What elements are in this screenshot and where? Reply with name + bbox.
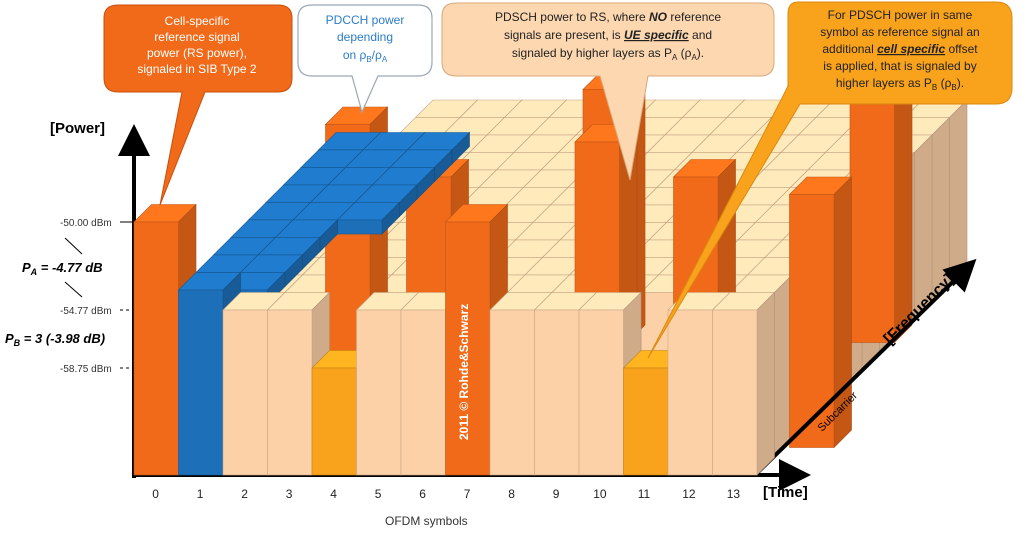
- callout-rs-line-4: signaled in SIB Type 2: [137, 62, 257, 76]
- callout-pdcch-line-1: PDCCH power: [326, 13, 405, 27]
- power-axis-label: [Power]: [50, 120, 105, 137]
- symbol-label-2: 2: [241, 487, 248, 501]
- rs-bar-back: [849, 71, 913, 344]
- level-pdsch-b: -58.75 dBm: [60, 364, 112, 375]
- callout-pdsch-pa-line-1: PDSCH power to RS, where NO reference: [495, 10, 721, 24]
- callout-pdsch-pb-line-3: additional cell specific offset: [822, 42, 978, 56]
- symbol-label-4: 4: [330, 487, 337, 501]
- callout-pdsch-pb-line-5: higher layers as PB (ρB).: [836, 76, 964, 92]
- pa-annotation: PA = -4.77 dB: [22, 260, 103, 277]
- symbol-label-12: 12: [682, 487, 696, 501]
- pb-annotation: PB = 3 (-3.98 dB): [5, 331, 105, 348]
- symbol-label-6: 6: [419, 487, 426, 501]
- symbol-label-5: 5: [375, 487, 382, 501]
- symbol-tick-labels: 0 1 2 3 4 5 6 7 8 9 10 11 12 13: [152, 487, 740, 501]
- callout-pdsch-pb-line-1: For PDSCH power in same: [828, 8, 973, 22]
- frequency-axis: [753, 258, 977, 477]
- rs-bar-back: [788, 176, 853, 449]
- callout-rs-line-2: reference signal: [154, 30, 239, 44]
- symbol-label-11: 11: [638, 487, 651, 501]
- symbol-label-3: 3: [286, 487, 293, 501]
- front-bars: [133, 203, 776, 476]
- pdsch-bar-symbol-13: [711, 291, 776, 476]
- callout-pdcch-line-2: depending: [337, 30, 393, 44]
- callout-rs-line-3: power (RS power),: [147, 46, 247, 60]
- pdcch-block: [336, 201, 401, 235]
- time-axis-label: [Time]: [763, 484, 808, 501]
- callout-pdsch-pa-line-2: signals are present, is UE specific and: [504, 28, 712, 42]
- symbol-label-1: 1: [197, 487, 204, 501]
- callout-pdsch-pb-line-2: symbol as reference signal an: [820, 25, 979, 39]
- callout-pdcch: PDCCH power depending on ρB/ρA: [297, 4, 433, 114]
- symbol-label-7: 7: [464, 487, 471, 501]
- pdsch-bar-symbol-3: [266, 291, 331, 476]
- symbol-label-8: 8: [508, 487, 515, 501]
- callout-pdcch-formula: on ρB/ρA: [343, 48, 388, 64]
- level-rs: -50.00 dBm: [60, 218, 112, 229]
- callout-pdsch-pb: For PDSCH power in same symbol as refere…: [647, 1, 1013, 359]
- ofdm-symbols-label: OFDM symbols: [385, 514, 468, 528]
- callout-pdsch-pa: PDSCH power to RS, where NO reference si…: [441, 2, 775, 181]
- symbol-label-0: 0: [152, 487, 159, 501]
- watermark: 2011 © Rohde&Schwarz: [457, 304, 471, 440]
- callout-pdsch-pa-line-3: signaled by higher layers as PA (ρA).: [512, 46, 704, 62]
- callout-rs-line-1: Cell-specific: [165, 14, 230, 28]
- callout-rs-power: Cell-specific reference signal power (RS…: [103, 4, 293, 206]
- symbol-label-9: 9: [553, 487, 560, 501]
- callout-pdsch-pb-line-4: is applied, that is signaled by: [823, 59, 976, 73]
- symbol-label-10: 10: [593, 487, 607, 501]
- level-pdcch: -54.77 dBm: [60, 306, 112, 317]
- symbol-label-13: 13: [727, 487, 741, 501]
